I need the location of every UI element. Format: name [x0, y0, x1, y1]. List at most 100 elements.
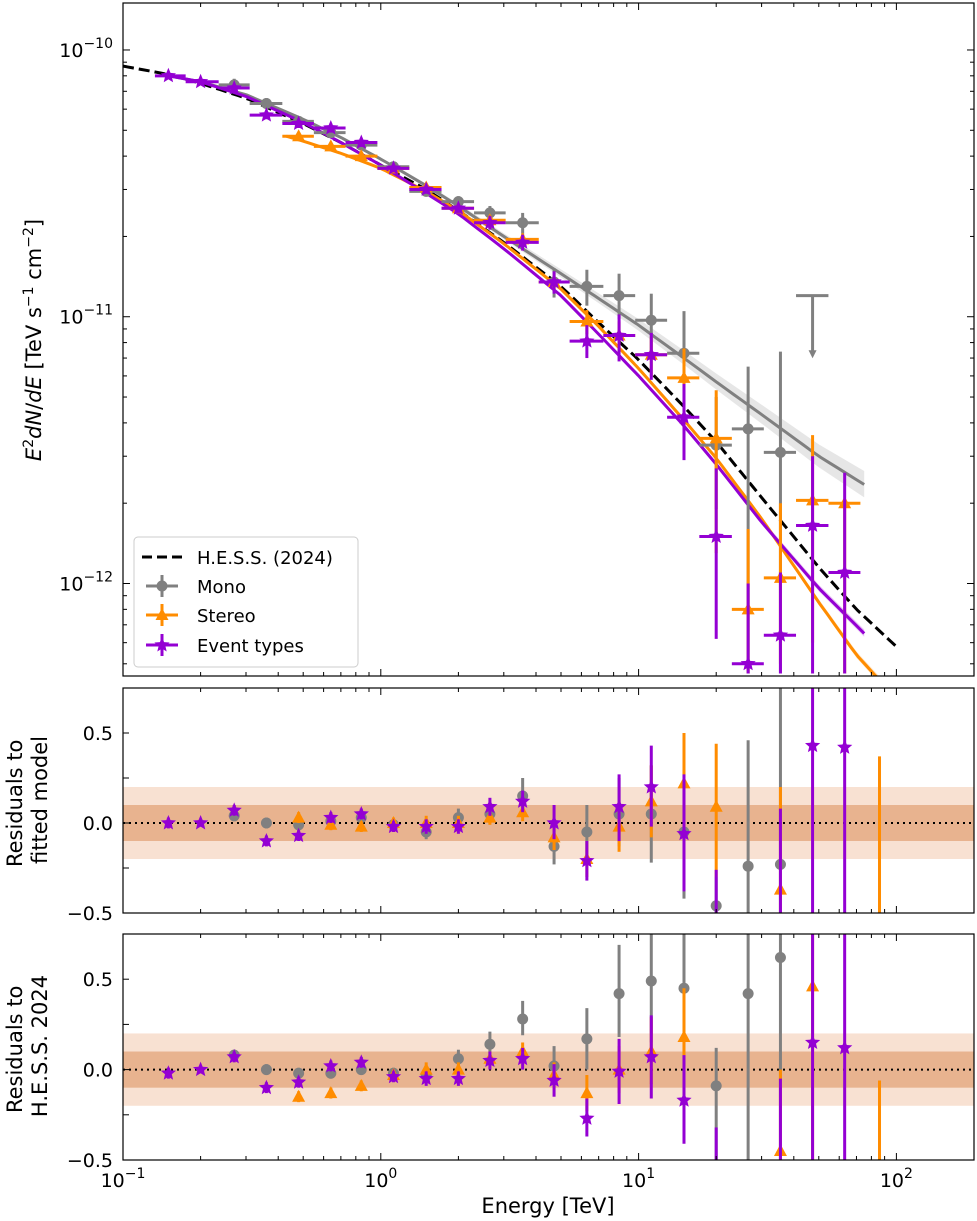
- event_types-residual-marker: [676, 1092, 692, 1107]
- event_types-marker: [160, 67, 176, 83]
- residuals-hess-ytick-label: 0.5: [83, 969, 113, 991]
- event_types-point: [313, 120, 346, 135]
- event_types-residual-marker: [226, 802, 242, 817]
- event_types-residual-point: [418, 1070, 434, 1086]
- event_types-residual-point: [418, 818, 434, 834]
- spectrum-ytick-label: 10−10: [59, 36, 113, 62]
- event_types-residual-marker: [676, 825, 692, 841]
- stereo-marker: [292, 129, 306, 142]
- mono-residual-point: [742, 934, 754, 1160]
- event_types-residual-marker: [193, 815, 209, 830]
- event_types-residual-point: [837, 934, 853, 1160]
- event_types-residual-marker: [579, 1110, 595, 1125]
- event_types-marker: [258, 107, 274, 122]
- event_types-marker: [740, 655, 756, 671]
- residuals-hess-panel: 0.5 0.0 −0.510−1 100 101 102: [67, 933, 975, 1192]
- event_types-marker: [418, 181, 434, 196]
- event_types-residual-point: [515, 790, 531, 813]
- stereo-marker: [324, 139, 338, 152]
- legend-mono-swatch: [146, 575, 178, 597]
- spectrum-axes-frame: [122, 2, 975, 677]
- event_types-point: [763, 572, 797, 674]
- event_types-marker: [643, 346, 659, 362]
- residuals-fit-ylabel: Residuals to fitted model: [3, 733, 52, 867]
- event_types-point: [282, 115, 314, 130]
- hess-fit-curve: [123, 64, 898, 648]
- mono-fit-band: [168, 75, 865, 498]
- event_types-residual-marker: [385, 818, 402, 834]
- event_types-residual-point: [546, 1064, 562, 1097]
- event_types-marker: [837, 564, 853, 579]
- x-axis-label: Energy [TeV]: [481, 1194, 614, 1218]
- stereo-residual-point: [292, 810, 306, 823]
- event_types-point: [505, 234, 539, 251]
- legend-stereo-swatch: [146, 604, 178, 626]
- residuals-hess-plot-area: [123, 934, 974, 1160]
- stereo-marker: [709, 431, 723, 444]
- legend-hess-label: H.E.S.S. (2024): [197, 548, 333, 569]
- event_types-residual-point: [546, 805, 562, 840]
- mono-marker: [742, 423, 754, 435]
- event_types-residual-marker: [515, 1050, 531, 1066]
- event_types-residual-point: [643, 1015, 659, 1099]
- residuals-hess-ytick-label: −0.5: [67, 1150, 113, 1172]
- spectrum-ytick-label: 10−11: [59, 303, 113, 329]
- stereo-residual-marker: [451, 1062, 465, 1075]
- residuals-hess-ytick-label: 0.0: [83, 1060, 113, 1082]
- legend-mono-marker: [156, 580, 168, 592]
- mono-marker: [645, 314, 657, 326]
- event_types-residual-point: [258, 833, 274, 848]
- mono-residual-point: [260, 1064, 272, 1076]
- mono-residual-marker: [742, 860, 754, 872]
- event_types-residual-point: [353, 1054, 369, 1069]
- stereo-residual-marker: [580, 1086, 594, 1099]
- event_types-residual-marker: [837, 1039, 853, 1055]
- event_types-point: [474, 214, 506, 230]
- event_types-point: [569, 325, 604, 359]
- mono-residual-marker: [774, 952, 786, 964]
- event_types-residual-point: [160, 815, 176, 830]
- mono-residual-marker: [260, 1064, 272, 1076]
- event_types-marker: [482, 214, 498, 230]
- legend-frame: [133, 536, 359, 668]
- legend: H.E.S.S. (2024) Mono Stereo Event types: [133, 536, 359, 668]
- event_types-point: [154, 67, 186, 83]
- mono-marker: [581, 280, 593, 292]
- event_types-point: [731, 583, 764, 674]
- stereo-residual-marker: [292, 810, 306, 823]
- event_types-residual-marker: [837, 739, 853, 754]
- event_types-residual-point: [611, 1038, 627, 1104]
- event_types-residual-marker: [805, 737, 821, 753]
- event_types-marker: [676, 409, 692, 424]
- event_types-point: [603, 314, 636, 362]
- event_types-residual-point: [323, 809, 339, 825]
- stereo-residual-marker: [324, 817, 338, 830]
- stereo-residual-marker: [419, 1062, 433, 1075]
- x-tick-label: 101: [622, 1166, 655, 1192]
- event_types-marker: [385, 160, 402, 175]
- event_types-residual-point: [676, 774, 692, 892]
- event_types-marker: [579, 333, 595, 348]
- legend-stereo-label: Stereo: [197, 606, 256, 627]
- event_types-residual-marker: [546, 1072, 562, 1087]
- stereo-residual-marker: [354, 819, 368, 832]
- mono-residual-marker: [484, 1038, 496, 1050]
- mono-residual-marker: [645, 975, 657, 987]
- legend-event_types-marker: [154, 637, 170, 652]
- event_types-point: [218, 80, 250, 95]
- stereo-marker: [354, 149, 368, 162]
- mono-residual-marker: [452, 1053, 464, 1065]
- legend-event-types-label: Event types: [197, 636, 304, 657]
- stereo-residual-marker: [324, 1086, 338, 1099]
- event_types-point: [441, 200, 475, 215]
- stereo-point: [313, 139, 346, 152]
- event_types-residual-marker: [323, 809, 339, 825]
- stereo-residual-point: [709, 743, 723, 877]
- stereo-fit-curve: [285, 134, 878, 676]
- event_types-point: [699, 468, 732, 639]
- legend-mono-label: Mono: [197, 577, 246, 598]
- event_types-residual-marker: [226, 1048, 242, 1064]
- event_types-residual-marker: [353, 1054, 369, 1069]
- legend-event_types-swatch: [146, 634, 178, 656]
